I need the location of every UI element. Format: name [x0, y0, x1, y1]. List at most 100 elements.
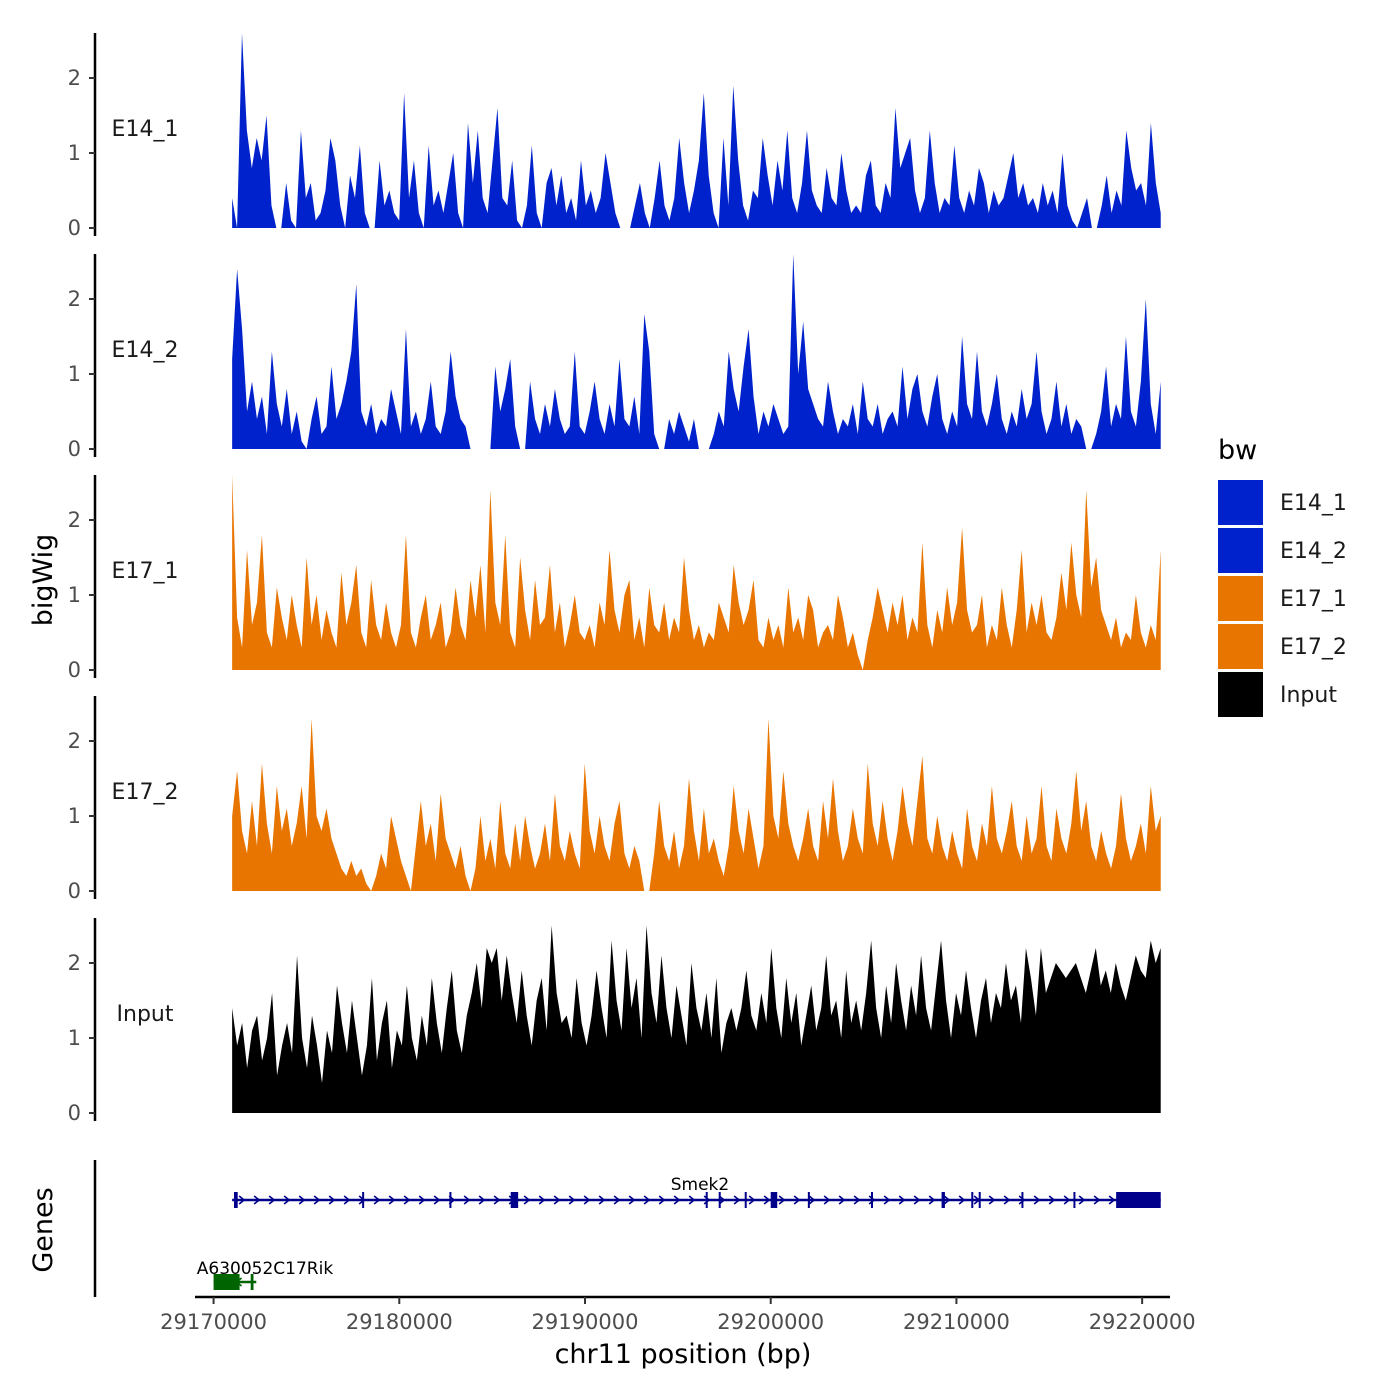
strand-chevron	[268, 1195, 276, 1205]
x-tick-label: 29190000	[532, 1310, 639, 1334]
legend-label: E14_2	[1280, 539, 1347, 564]
strand-chevron	[583, 1195, 591, 1205]
strand-chevron	[373, 1195, 381, 1205]
signal-area-input	[232, 925, 1161, 1113]
gene-exon	[871, 1192, 873, 1208]
track-e17-2: 0 1 2 E17_2	[68, 696, 1161, 903]
gene-a630052c17rik: A630052C17Rik	[197, 1259, 334, 1290]
strand-chevron	[388, 1195, 396, 1205]
strand-chevron	[1048, 1195, 1056, 1205]
legend-label: E17_2	[1280, 635, 1347, 660]
gene-exon	[744, 1192, 747, 1208]
strand-chevron	[523, 1195, 531, 1205]
strand-chevron	[313, 1195, 321, 1205]
legend-label: E17_1	[1280, 587, 1347, 612]
strand-chevron	[853, 1195, 861, 1205]
y-tick-label: 2	[68, 951, 81, 975]
gene-exon	[807, 1192, 810, 1208]
strand-chevron	[613, 1195, 621, 1205]
strand-chevron	[868, 1195, 876, 1205]
y-tick-label: 2	[68, 508, 81, 532]
gene-label: A630052C17Rik	[197, 1259, 334, 1279]
legend: bw E14_1 E14_2 E17_1 E17_2 Input	[1218, 435, 1347, 717]
strand-chevron	[343, 1195, 351, 1205]
signal-area-e14-1	[232, 33, 1161, 228]
gene-exon	[234, 1192, 238, 1208]
signal-area-e17-2	[232, 718, 1161, 891]
gene-exon	[718, 1192, 721, 1208]
strand-chevron	[1033, 1195, 1041, 1205]
strand-chevron	[748, 1195, 756, 1205]
strand-chevron	[358, 1195, 366, 1205]
gene-exon	[1021, 1192, 1024, 1208]
strand-chevron	[883, 1195, 891, 1205]
gene-label: Smek2	[671, 1175, 729, 1195]
legend-swatch	[1218, 480, 1263, 525]
legend-entry-input: Input	[1218, 672, 1337, 717]
legend-swatch	[1218, 576, 1263, 621]
strand-chevron	[913, 1195, 921, 1205]
legend-swatch	[1218, 528, 1263, 573]
legend-entry-e17-2: E17_2	[1218, 624, 1347, 669]
strand-chevron	[283, 1195, 291, 1205]
legend-label: E14_1	[1280, 491, 1347, 516]
strand-chevron	[328, 1195, 336, 1205]
gene-exon	[250, 1274, 254, 1290]
track-e14-1: 0 1 2 E14_1	[68, 33, 1161, 240]
strand-chevron	[1003, 1195, 1011, 1205]
track-label: E14_2	[112, 338, 179, 363]
strand-chevron	[478, 1195, 486, 1205]
legend-entry-e14-1: E14_1	[1218, 480, 1347, 525]
strand-chevron	[628, 1195, 636, 1205]
legend-entry-e17-1: E17_1	[1218, 576, 1347, 621]
y-tick-label: 1	[68, 583, 81, 607]
track-input: 0 1 2 Input	[68, 918, 1161, 1125]
strand-chevron	[553, 1195, 561, 1205]
strand-chevron	[733, 1195, 741, 1205]
gene-exon	[213, 1274, 240, 1290]
strand-chevron	[493, 1195, 501, 1205]
x-tick-label: 29180000	[346, 1310, 453, 1334]
strand-chevron	[688, 1195, 696, 1205]
signal-area-e17-1	[232, 475, 1161, 670]
gene-exon	[978, 1192, 981, 1208]
strand-chevron	[823, 1195, 831, 1205]
gene-exon	[705, 1192, 708, 1208]
track-e14-2: 0 1 2 E14_2	[68, 254, 1161, 461]
strand-chevron	[808, 1195, 816, 1205]
strand-chevron	[538, 1195, 546, 1205]
strand-chevron	[433, 1195, 441, 1205]
x-axis: 29170000 29180000 29190000 29200000 29210000…	[160, 1295, 1196, 1334]
gene-track: Smek2 A630052C17Rik	[93, 1160, 1161, 1297]
y-axis-title-bigwig: bigWig	[28, 534, 59, 627]
strand-chevron	[958, 1195, 966, 1205]
gene-smek2: Smek2	[232, 1175, 1161, 1208]
y-tick-label: 0	[68, 658, 81, 682]
strand-chevron	[253, 1195, 261, 1205]
gene-exon	[941, 1192, 945, 1208]
legend-title: bw	[1218, 435, 1257, 466]
x-tick-label: 29210000	[903, 1310, 1010, 1334]
strand-chevron	[1018, 1195, 1026, 1205]
gene-exon	[1116, 1192, 1161, 1208]
gene-exon	[1073, 1192, 1076, 1208]
legend-swatch	[1218, 624, 1263, 669]
x-tick-label: 29220000	[1089, 1310, 1196, 1334]
strand-chevron	[988, 1195, 996, 1205]
x-axis-title: chr11 position (bp)	[555, 1339, 812, 1370]
y-tick-label: 0	[68, 216, 81, 240]
strand-chevron	[778, 1195, 786, 1205]
strand-chevron	[238, 1195, 246, 1205]
y-tick-label: 2	[68, 729, 81, 753]
x-tick-label: 29200000	[717, 1310, 824, 1334]
gene-exon	[971, 1192, 974, 1208]
legend-entry-e14-2: E14_2	[1218, 528, 1347, 573]
x-tick-label: 29170000	[160, 1310, 267, 1334]
strand-chevron	[403, 1195, 411, 1205]
strand-chevron	[1108, 1195, 1116, 1205]
signal-tracks: 0 1 2 E14_1 0 1 2 E14_2 0 1 2 E17_1 0 1 2 E17_2 0 1 2 Input	[68, 33, 1161, 1125]
strand-chevron	[1093, 1195, 1101, 1205]
strand-chevron	[463, 1195, 471, 1205]
y-tick-label: 2	[68, 287, 81, 311]
